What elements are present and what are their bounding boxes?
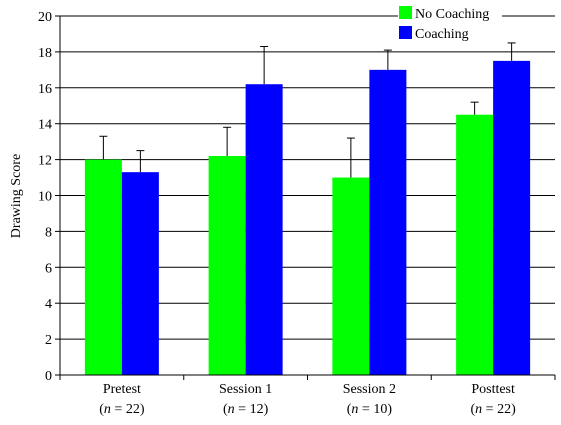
y-tick-label: 2 <box>45 333 52 348</box>
bars <box>84 60 531 376</box>
x-category-label: Session 1 <box>219 382 272 397</box>
legend-label: Coaching <box>415 27 469 42</box>
sample-size-symbol: n <box>475 402 482 417</box>
x-category-sample-size: (n = 10) <box>347 402 393 417</box>
bar-coaching <box>493 60 531 375</box>
error-bars <box>99 42 516 178</box>
y-tick-label: 4 <box>45 297 52 312</box>
sample-size-symbol: n <box>228 402 235 417</box>
sample-size-open: ( <box>471 402 476 417</box>
x-category-sample-size: (n = 22) <box>471 402 517 417</box>
bar-no-coaching <box>84 159 122 375</box>
sample-size-open: ( <box>99 402 104 417</box>
x-category-labels: Pretest(n = 22)Session 1(n = 12)Session … <box>99 382 516 417</box>
x-category-label: Session 2 <box>343 382 396 397</box>
sample-size-value: = 22) <box>111 402 145 417</box>
bar-coaching <box>121 172 159 375</box>
x-category-label: Pretest <box>103 382 141 397</box>
y-tick-label: 8 <box>45 225 52 240</box>
sample-size-value: = 22) <box>482 402 516 417</box>
y-tick-label: 6 <box>45 261 52 276</box>
y-tick-label: 16 <box>38 82 52 97</box>
legend-swatch <box>399 26 412 39</box>
bar-coaching <box>245 84 283 376</box>
legend-background <box>398 1 502 43</box>
bar-no-coaching <box>332 177 370 375</box>
y-tick-label: 0 <box>45 369 52 384</box>
bar-no-coaching <box>208 156 246 375</box>
x-category-sample-size: (n = 12) <box>223 402 269 417</box>
y-tick-label: 20 <box>38 10 52 25</box>
bar-coaching <box>369 69 407 375</box>
legend-swatch <box>399 6 412 19</box>
y-tick-label: 14 <box>38 118 52 133</box>
y-axis-label: Drawing Score <box>9 154 24 238</box>
sample-size-symbol: n <box>351 402 358 417</box>
sample-size-open: ( <box>347 402 352 417</box>
sample-size-value: = 10) <box>358 402 392 417</box>
bar-no-coaching <box>456 114 494 375</box>
legend-label: No Coaching <box>415 7 489 22</box>
y-tick-label: 18 <box>38 46 52 61</box>
y-tick-label: 12 <box>38 154 52 169</box>
sample-size-symbol: n <box>104 402 111 417</box>
y-tick-label: 10 <box>38 190 52 205</box>
x-category-label: Posttest <box>471 382 515 397</box>
sample-size-value: = 12) <box>235 402 269 417</box>
sample-size-open: ( <box>223 402 228 417</box>
legend: No Coaching Coaching <box>398 1 502 43</box>
x-category-sample-size: (n = 22) <box>99 402 145 417</box>
y-tick-labels: 0 2 4 6 8 10 12 14 16 18 20 <box>38 10 60 384</box>
